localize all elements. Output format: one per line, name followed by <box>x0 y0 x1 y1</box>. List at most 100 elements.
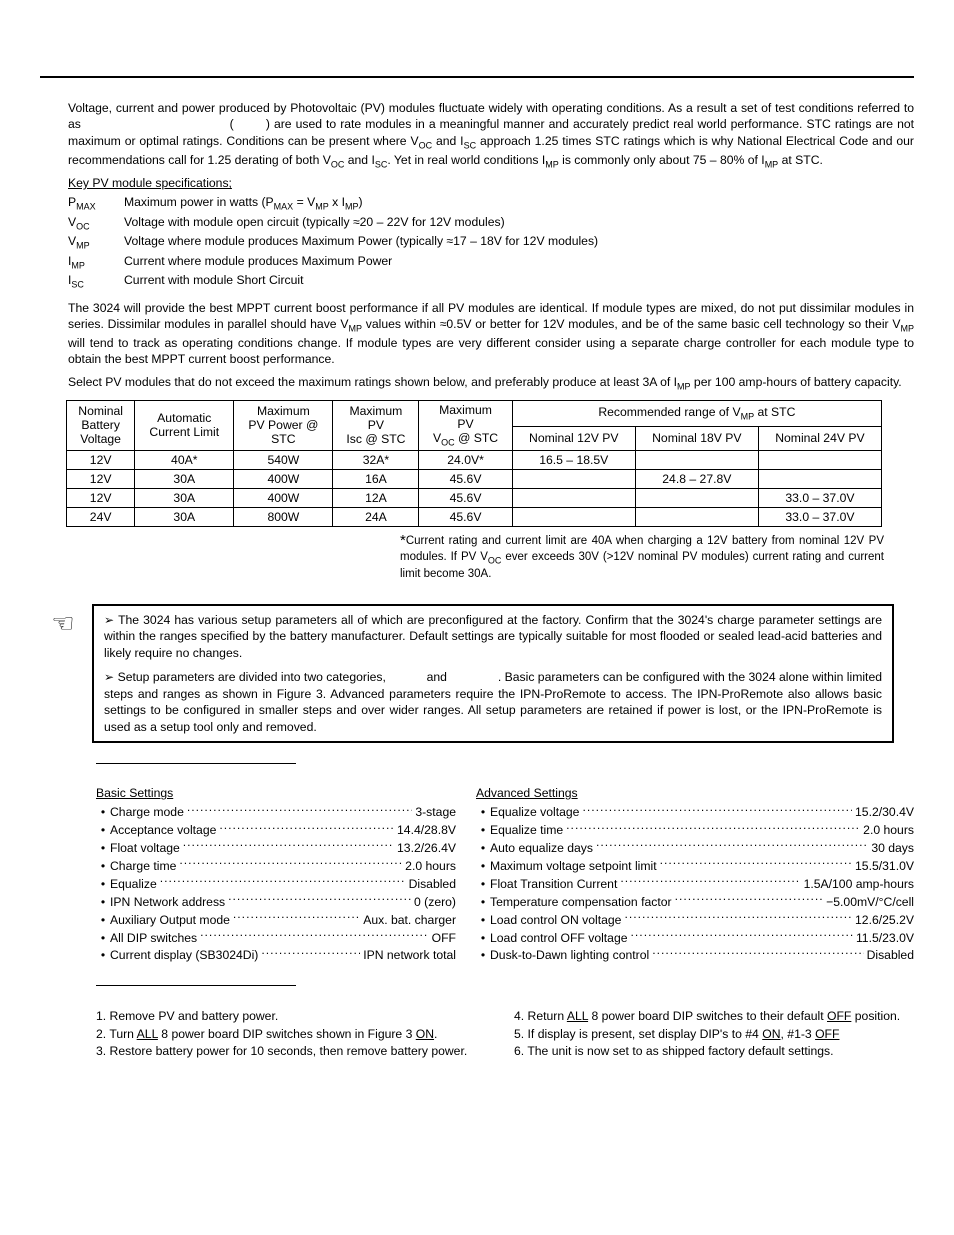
dot-leader <box>183 840 394 852</box>
table-cell <box>758 450 881 469</box>
note-p1: ➢ The 3024 has various setup parameters … <box>104 612 882 661</box>
table-cell: 30A <box>135 507 234 526</box>
dot-leader <box>675 894 824 906</box>
table-cell: 33.0 – 37.0V <box>758 507 881 526</box>
bullet-icon: • <box>476 894 490 912</box>
bullet-icon: • <box>96 804 110 822</box>
bullet-icon: • <box>476 930 490 948</box>
setting-row: •All DIP switchesOFF <box>96 929 456 947</box>
dot-leader <box>566 822 860 834</box>
setting-label: Current display (SB3024Di) <box>110 947 258 965</box>
setting-label: Equalize time <box>490 822 563 840</box>
dot-leader <box>160 876 406 888</box>
bullet-icon: • <box>96 947 110 965</box>
table-cell <box>635 450 758 469</box>
setting-row: •Charge time2.0 hours <box>96 858 456 876</box>
setting-value: 2.0 hours <box>863 822 914 840</box>
table-cell: 40A* <box>135 450 234 469</box>
setting-value: OFF <box>432 930 456 948</box>
table-cell: 400W <box>234 488 333 507</box>
setting-value: 13.2/26.4V <box>397 840 456 858</box>
dot-leader <box>620 876 800 888</box>
setting-label: Auto equalize days <box>490 840 593 858</box>
spec-row: VOC Voltage with module open circuit (ty… <box>68 214 914 233</box>
table-cell: 12V <box>67 469 135 488</box>
table-cell: 16.5 – 18.5V <box>512 450 635 469</box>
setting-value: Disabled <box>409 876 456 894</box>
setting-label: Charge time <box>110 858 176 876</box>
note-section: ☞ ➢ The 3024 has various setup parameter… <box>40 604 914 743</box>
table-row: 12V30A400W12A45.6V33.0 – 37.0V <box>67 488 882 507</box>
bullet-icon: • <box>96 930 110 948</box>
setting-label: Load control ON voltage <box>490 912 621 930</box>
setting-row: •Equalize voltage15.2/30.4V <box>476 804 914 822</box>
setting-row: •EqualizeDisabled <box>96 876 456 894</box>
spec-row: PMAX Maximum power in watts (PMAX = VMP … <box>68 194 914 213</box>
setting-value: IPN network total <box>363 947 456 965</box>
table-cell <box>512 488 635 507</box>
spec-row: IMP Current where module produces Maximu… <box>68 253 914 272</box>
setting-label: Acceptance voltage <box>110 822 216 840</box>
setting-label: Load control OFF voltage <box>490 930 628 948</box>
table-cell: 32A* <box>333 450 419 469</box>
setting-label: Charge mode <box>110 804 184 822</box>
setting-row: •Charge mode3-stage <box>96 804 456 822</box>
dot-leader <box>179 858 402 870</box>
setting-value: Disabled <box>867 947 914 965</box>
table-cell: 540W <box>234 450 333 469</box>
setting-value: Aux. bat. charger <box>363 912 456 930</box>
bullet-icon: • <box>96 912 110 930</box>
table-cell: 30A <box>135 488 234 507</box>
setting-label: Float Transition Current <box>490 876 617 894</box>
reset-step: 2. Turn ALL 8 power board DIP switches s… <box>96 1026 496 1044</box>
dot-leader <box>219 822 394 834</box>
reset-col-right: 4. Return ALL 8 power board DIP switches… <box>514 1008 914 1061</box>
setting-row: •Auxiliary Output mode Aux. bat. charger <box>96 911 456 929</box>
th-recommended: Recommended range of VMP at STC <box>512 401 881 427</box>
table-cell: 24V <box>67 507 135 526</box>
table-cell: 24A <box>333 507 419 526</box>
th-n18: Nominal 18V PV <box>635 427 758 450</box>
setting-label: IPN Network address <box>110 894 225 912</box>
th-n12: Nominal 12V PV <box>512 427 635 450</box>
table-cell <box>635 507 758 526</box>
dot-leader <box>660 858 852 870</box>
setting-row: •Float Transition Current1.5A/100 amp-ho… <box>476 876 914 894</box>
setting-label: Float voltage <box>110 840 180 858</box>
bullet-icon: • <box>96 840 110 858</box>
setting-row: •Auto equalize days30 days <box>476 840 914 858</box>
setting-label: Temperature compensation factor <box>490 894 672 912</box>
table-cell: 400W <box>234 469 333 488</box>
select-paragraph: Select PV modules that do not exceed the… <box>40 374 914 393</box>
bullet-icon: • <box>476 804 490 822</box>
table-row: 24V30A800W24A45.6V33.0 – 37.0V <box>67 507 882 526</box>
dot-leader <box>228 894 411 906</box>
table-cell: 24.8 – 27.8V <box>635 469 758 488</box>
table-cell: 33.0 – 37.0V <box>758 488 881 507</box>
mppt-paragraph: The 3024 will provide the best MPPT curr… <box>40 300 914 368</box>
divider <box>96 763 296 764</box>
settings-section: Basic Settings •Charge mode3-stage•Accep… <box>40 786 914 965</box>
table-row: 12V30A400W16A45.6V24.8 – 27.8V <box>67 469 882 488</box>
note-box: ➢ The 3024 has various setup parameters … <box>92 604 894 743</box>
setting-value: 15.2/30.4V <box>855 804 914 822</box>
dot-leader <box>233 911 360 923</box>
table-footnote: *Current rating and current limit are 40… <box>400 531 914 582</box>
th-maxisc: Maximum PV Isc @ STC <box>333 401 419 450</box>
spec-row: ISC Current with module Short Circuit <box>68 272 914 291</box>
table-row: 12V40A*540W32A*24.0V*16.5 – 18.5V <box>67 450 882 469</box>
setting-row: •IPN Network address0 (zero) <box>96 894 456 912</box>
bullet-icon: • <box>476 840 490 858</box>
reset-step: 5. If display is present, set display DI… <box>514 1026 914 1044</box>
setting-row: •Load control ON voltage12.6/25.2V <box>476 911 914 929</box>
table-cell <box>635 488 758 507</box>
page: Voltage, current and power produced by P… <box>0 0 954 1101</box>
th-auto: Automatic Current Limit <box>135 401 234 450</box>
setting-row: •Float voltage 13.2/26.4V <box>96 840 456 858</box>
basic-settings-heading: Basic Settings <box>96 786 456 800</box>
th-maxvoc: Maximum PV VOC @ STC <box>419 401 512 450</box>
bullet-icon: • <box>96 822 110 840</box>
setting-label: Auxiliary Output mode <box>110 912 230 930</box>
setting-value: 12.6/25.2V <box>855 912 914 930</box>
intro-paragraph: Voltage, current and power produced by P… <box>40 100 914 170</box>
